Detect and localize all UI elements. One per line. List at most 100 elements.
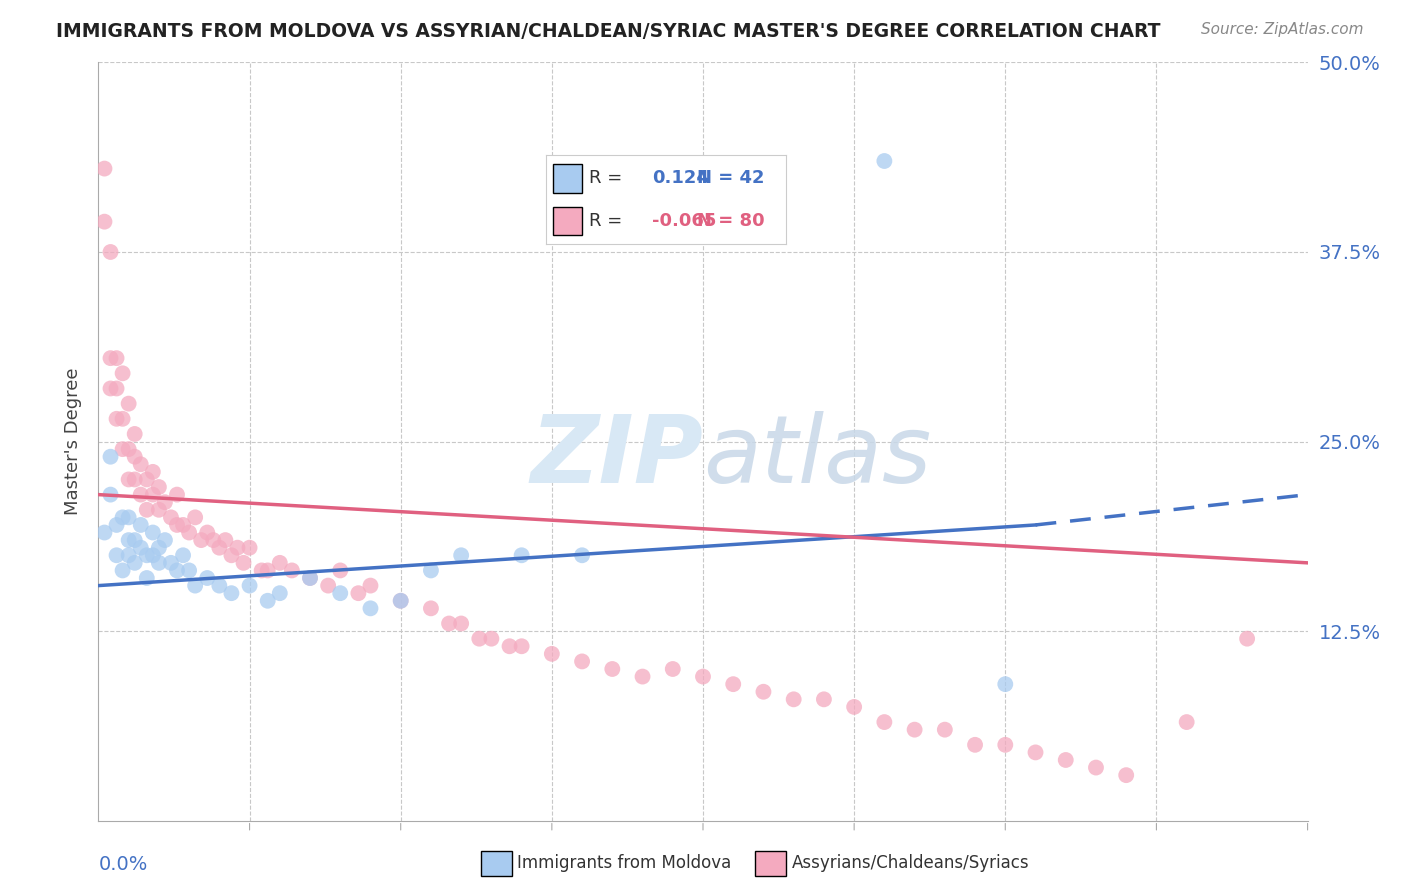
Text: ZIP: ZIP <box>530 410 703 503</box>
Point <box>93 214 115 228</box>
Point <box>481 632 503 646</box>
Point <box>844 699 866 714</box>
Point <box>142 465 165 479</box>
Text: N = 42: N = 42 <box>697 169 765 187</box>
Point <box>208 541 231 555</box>
Point <box>692 669 714 683</box>
Point <box>299 571 322 585</box>
Text: R =: R = <box>589 212 623 230</box>
Point <box>100 382 122 396</box>
Point <box>813 692 835 706</box>
Point <box>148 503 170 517</box>
Point <box>1236 632 1258 646</box>
Text: atlas: atlas <box>703 411 931 502</box>
Point <box>208 579 231 593</box>
Point <box>135 473 157 487</box>
Point <box>160 556 183 570</box>
Point <box>299 571 322 585</box>
Point <box>965 738 987 752</box>
Point <box>540 647 562 661</box>
Point <box>118 442 141 457</box>
Point <box>179 525 201 540</box>
Point <box>226 541 249 555</box>
Point <box>232 556 254 570</box>
Point <box>135 571 157 585</box>
Point <box>873 153 896 168</box>
Point <box>135 503 157 517</box>
Point <box>142 548 165 563</box>
Point <box>100 244 122 259</box>
Point <box>510 548 533 563</box>
Point <box>129 541 152 555</box>
Point <box>105 548 128 563</box>
Point <box>142 525 165 540</box>
Point <box>166 564 188 578</box>
Point <box>100 450 122 464</box>
Point <box>135 548 157 563</box>
Point <box>994 738 1017 752</box>
Point <box>111 412 134 426</box>
Point <box>124 473 146 487</box>
Point <box>118 473 141 487</box>
Point <box>239 541 262 555</box>
Point <box>124 427 146 442</box>
Point <box>420 601 443 615</box>
Point <box>256 564 278 578</box>
Point <box>153 495 176 509</box>
Point <box>420 564 443 578</box>
Point <box>281 564 304 578</box>
Point <box>160 510 183 524</box>
Point <box>190 533 212 548</box>
Point <box>1085 760 1108 774</box>
Point <box>1054 753 1077 767</box>
Point <box>214 533 236 548</box>
Point <box>221 548 243 563</box>
FancyBboxPatch shape <box>554 164 582 193</box>
Point <box>873 715 896 730</box>
Point <box>111 510 134 524</box>
Text: N = 80: N = 80 <box>697 212 765 230</box>
Point <box>239 579 262 593</box>
Point <box>360 579 382 593</box>
Point <box>105 517 128 532</box>
Point <box>269 556 291 570</box>
Point <box>571 655 593 669</box>
Point <box>571 548 593 563</box>
Point <box>111 442 134 457</box>
Point <box>1175 715 1198 730</box>
Point <box>124 450 146 464</box>
Text: 0.0%: 0.0% <box>98 855 148 874</box>
Point <box>153 533 176 548</box>
Point <box>100 351 122 366</box>
Point <box>389 594 412 608</box>
Point <box>184 510 207 524</box>
Point <box>631 669 654 683</box>
Point <box>498 639 520 653</box>
Point <box>468 632 491 646</box>
Point <box>450 616 472 631</box>
Point <box>129 458 152 472</box>
Point <box>1115 768 1137 782</box>
Point <box>994 677 1017 691</box>
Point <box>118 510 141 524</box>
Point <box>661 662 683 676</box>
Text: Assyrians/Chaldeans/Syriacs: Assyrians/Chaldeans/Syriacs <box>792 855 1029 872</box>
Text: 0.124: 0.124 <box>652 169 709 187</box>
Point <box>105 382 128 396</box>
Point <box>118 396 141 410</box>
Point <box>179 564 201 578</box>
Text: -0.065: -0.065 <box>652 212 716 230</box>
Point <box>256 594 278 608</box>
Point <box>934 723 956 737</box>
Point <box>105 351 128 366</box>
Text: Source: ZipAtlas.com: Source: ZipAtlas.com <box>1201 22 1364 37</box>
Point <box>93 161 115 176</box>
Text: IMMIGRANTS FROM MOLDOVA VS ASSYRIAN/CHALDEAN/SYRIAC MASTER'S DEGREE CORRELATION : IMMIGRANTS FROM MOLDOVA VS ASSYRIAN/CHAL… <box>56 22 1161 41</box>
Point <box>166 517 188 532</box>
Point <box>752 685 775 699</box>
Point <box>93 525 115 540</box>
Text: Immigrants from Moldova: Immigrants from Moldova <box>517 855 731 872</box>
Point <box>105 412 128 426</box>
Point <box>602 662 624 676</box>
Point <box>142 487 165 501</box>
